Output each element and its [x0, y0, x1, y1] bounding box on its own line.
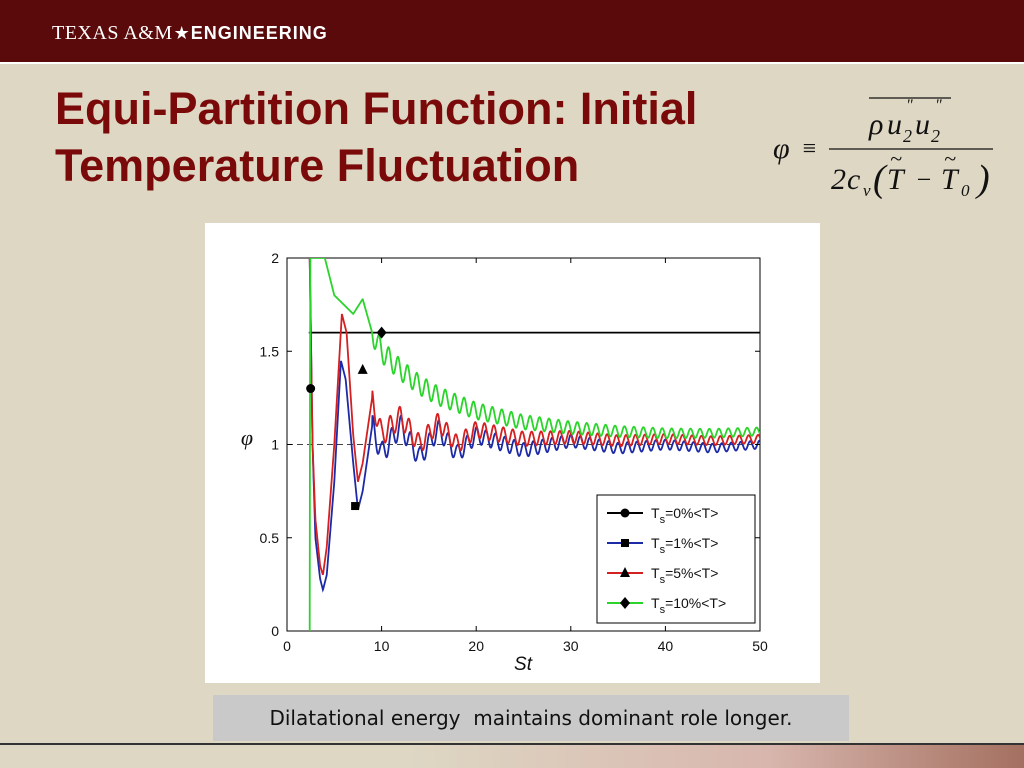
caption-box: Dilatational energy maintains dominant r… [213, 695, 849, 741]
formula-equiv: ≡ [801, 136, 817, 162]
title-line-2: Temperature Fluctuation [55, 140, 580, 191]
formula-u1: u [887, 108, 902, 141]
formula: φ ≡ ρ u 2 " u 2 " 2 c v ( ~ T − ~ T 0 ) [765, 92, 1005, 202]
series-line-3 [308, 258, 760, 631]
formula-u2-prime: " [935, 97, 942, 114]
formula-T: T [887, 163, 906, 196]
marker-diamond [376, 326, 387, 339]
series-line-2 [308, 258, 760, 576]
caption-text: Dilatational energy maintains dominant r… [269, 706, 793, 730]
legend-label-0: Ts=0%<T> [651, 505, 718, 526]
ticks-group: 0 10 20 30 40 50 0 0.5 1 1.5 2 [260, 250, 768, 654]
marker-triangle [357, 363, 368, 374]
x-tick-label: 20 [468, 638, 484, 654]
x-tick-label: 30 [563, 638, 579, 654]
y-tick-label: 1.5 [260, 343, 280, 359]
y-tick-label: 2 [271, 250, 279, 266]
x-tick-label: 10 [374, 638, 390, 654]
formula-v-sub: v [863, 181, 871, 200]
formula-tilde-1: ~ [890, 146, 902, 171]
x-axis-label: St [514, 654, 533, 675]
legend-marker-diamond [620, 597, 630, 609]
chart-container: 0 10 20 30 40 50 0 0.5 1 1.5 2 St φ Ts=0%<T> Ts=1%<… [205, 223, 820, 683]
footer-strip [0, 745, 1024, 768]
legend-label-1: Ts=1%<T> [651, 535, 718, 556]
slide-title: Equi-Partition Function: Initial Tempera… [55, 80, 815, 194]
formula-T0-sub: 0 [961, 181, 970, 200]
formula-two: 2 [831, 163, 846, 196]
chart-svg: 0 10 20 30 40 50 0 0.5 1 1.5 2 St φ Ts=0%<T> Ts=1%<… [241, 250, 768, 675]
formula-minus: − [915, 165, 933, 194]
formula-rho: ρ [868, 108, 883, 141]
brand-logo: TEXAS A&M★ENGINEERING [52, 22, 328, 48]
formula-svg: φ ≡ ρ u 2 " u 2 " 2 c v ( ~ T − ~ T 0 ) [773, 97, 993, 200]
formula-c: c [847, 163, 860, 196]
formula-u1-prime: " [906, 97, 913, 114]
brand-texas-am: TEXAS A&M [52, 22, 173, 44]
legend: Ts=0%<T> Ts=1%<T> Ts=5%<T> Ts=10%<T> [596, 494, 756, 624]
y-tick-label: 0.5 [260, 530, 280, 546]
legend-marker-circle [620, 508, 630, 518]
y-tick-label: 0 [271, 623, 279, 639]
star-icon: ★ [173, 23, 190, 44]
formula-tilde-2: ~ [944, 146, 956, 171]
y-axis-label: φ [241, 425, 253, 450]
marker-circle [306, 384, 316, 394]
marker-square [351, 502, 360, 511]
markers-group [306, 326, 387, 511]
formula-u2: u [915, 108, 930, 141]
x-tick-label: 0 [283, 638, 291, 654]
formula-T0: T [941, 163, 960, 196]
formula-u1-sub: 2 [903, 126, 912, 146]
brand-engineering: ENGINEERING [190, 23, 328, 43]
formula-phi: φ [773, 132, 790, 165]
title-line-1: Equi-Partition Function: Initial [55, 83, 698, 134]
header-bar: TEXAS A&M★ENGINEERING [0, 0, 1024, 64]
footer-divider [0, 743, 1024, 745]
legend-marker-square [621, 539, 629, 547]
formula-paren-open: ( [873, 158, 888, 200]
y-tick-label: 1 [271, 437, 279, 453]
x-tick-label: 50 [752, 638, 768, 654]
formula-u2-sub: 2 [931, 126, 940, 146]
formula-paren-close: ) [975, 158, 990, 200]
legend-label-2: Ts=5%<T> [651, 565, 718, 586]
x-tick-label: 40 [658, 638, 674, 654]
legend-label-3: Ts=10%<T> [651, 595, 726, 616]
legend-marker-triangle [620, 567, 630, 577]
